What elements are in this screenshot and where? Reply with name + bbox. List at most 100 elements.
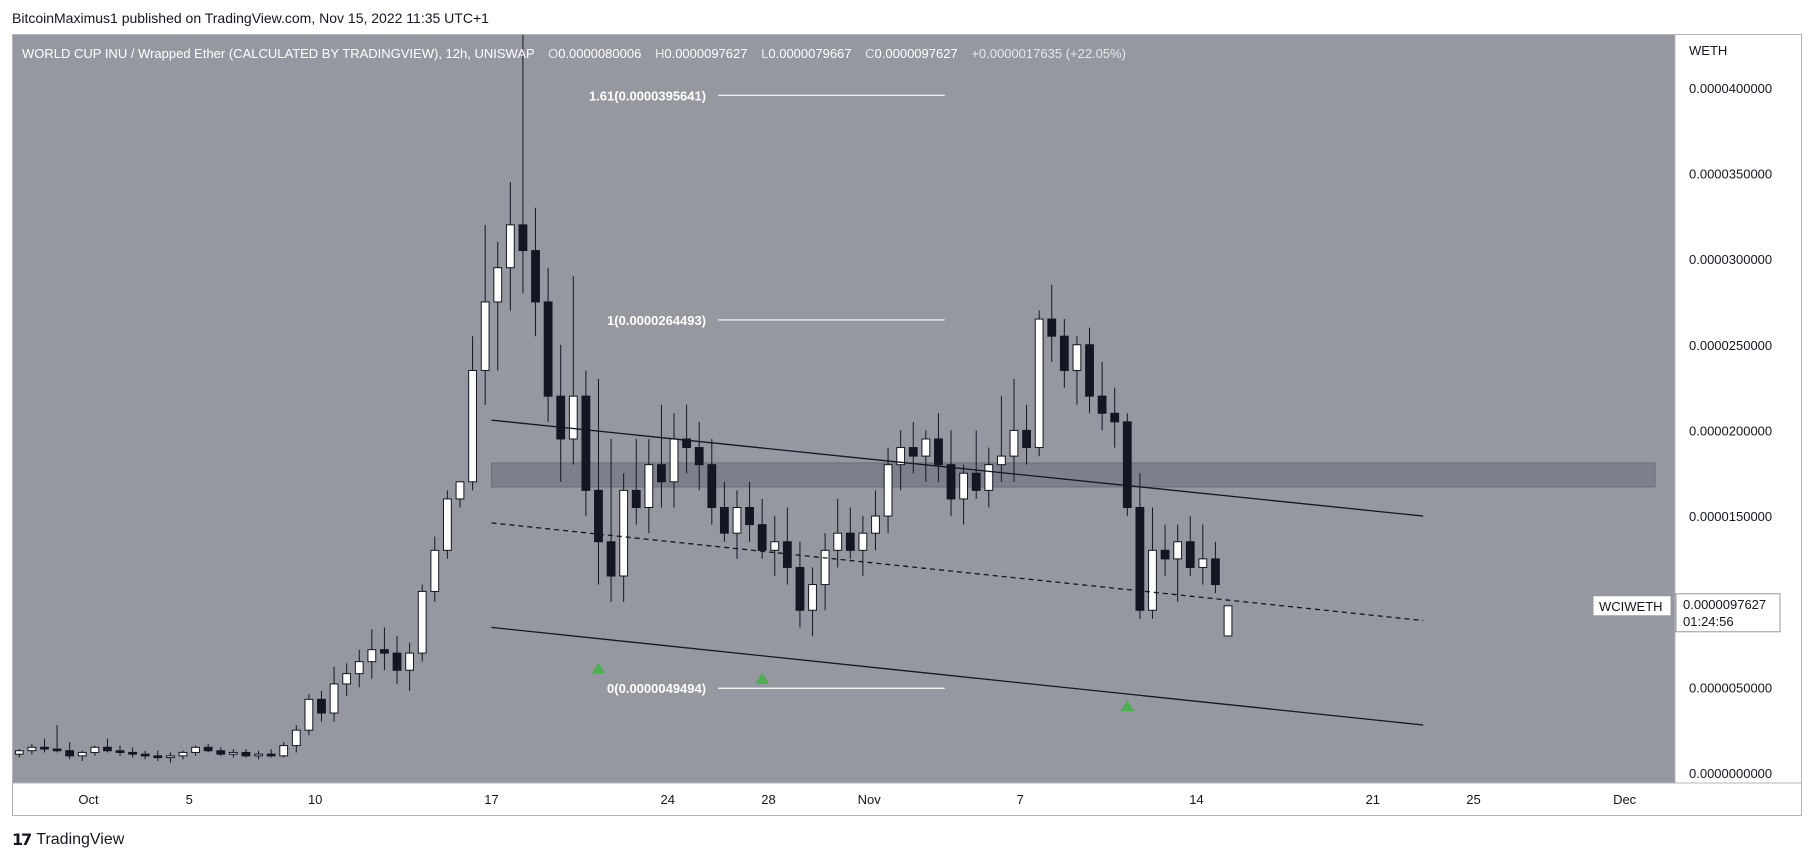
attribution-text: BitcoinMaximus1 published on TradingView…	[12, 10, 489, 26]
candle	[908, 421, 918, 474]
candle-body	[619, 489, 629, 577]
legend-high-value: 0.0000097627	[664, 46, 748, 61]
candle	[1211, 541, 1220, 594]
resistance-zone-layer	[490, 462, 1656, 488]
candle	[405, 642, 415, 691]
candle-body	[1097, 395, 1107, 414]
time-tick-label: 17	[484, 792, 498, 807]
candle-body	[845, 532, 855, 551]
candle	[1022, 404, 1031, 465]
candle	[153, 750, 163, 762]
candle	[40, 738, 49, 753]
candle-body	[757, 524, 767, 551]
candle-body	[27, 746, 37, 752]
candle-body	[1047, 318, 1057, 337]
candle-body	[1211, 558, 1220, 586]
candle	[1034, 310, 1044, 457]
channel-lines-layer	[491, 419, 1424, 726]
candle-body	[1034, 318, 1044, 449]
candle	[594, 379, 603, 585]
candle-body	[203, 746, 213, 752]
candle-body	[493, 267, 503, 303]
price-tick-label: 0.0000000000	[1689, 766, 1772, 781]
candle	[505, 182, 515, 311]
candle-body	[329, 683, 339, 714]
candle-body	[405, 652, 415, 671]
candle	[996, 396, 1006, 482]
candle-body	[568, 395, 578, 440]
candle-body	[165, 755, 175, 759]
candle	[52, 725, 62, 753]
candle	[707, 438, 717, 525]
candle	[732, 490, 742, 559]
candle-body	[77, 751, 87, 757]
candle	[984, 447, 994, 508]
candle	[1072, 336, 1082, 405]
candle-body	[770, 541, 780, 551]
candle	[266, 749, 276, 758]
candle	[1009, 379, 1019, 482]
price-tick-label: 0.0000050000	[1689, 680, 1772, 695]
candle-body	[380, 649, 389, 654]
price-chart[interactable]: 1.61(0.0000395641) 1(0.0000264493) 0(0.000…	[13, 35, 1801, 815]
candle-body	[871, 515, 880, 534]
candle	[228, 749, 238, 758]
candle	[115, 745, 125, 756]
candle	[329, 666, 339, 722]
candle	[178, 750, 188, 760]
candle-body	[657, 464, 666, 483]
candle	[128, 747, 138, 758]
time-axis: Oct 5 10 17 24 28 Nov 7 14 21 25 Dec	[78, 792, 1636, 807]
candle-body	[556, 395, 566, 440]
candles-layer	[14, 35, 1233, 763]
candle	[871, 490, 880, 551]
candle-body	[178, 751, 188, 757]
price-tick-label: 0.0000300000	[1689, 252, 1772, 267]
candle	[682, 404, 692, 474]
candle	[1160, 524, 1170, 577]
candle	[380, 627, 389, 671]
candle	[1198, 524, 1208, 585]
candle-body	[908, 447, 918, 457]
candle-body	[40, 746, 49, 750]
candle	[921, 430, 931, 482]
candle-body	[1059, 335, 1069, 371]
symbol-tag: WCIWETH	[1599, 599, 1663, 614]
plot-background	[13, 35, 1675, 783]
tradingview-logo[interactable]: 17 TradingView	[12, 830, 124, 849]
candle	[103, 738, 112, 753]
legend-open-value: 0.0000080006	[558, 46, 642, 61]
candle-body	[682, 438, 692, 449]
candle-body	[291, 729, 301, 747]
candle-body	[191, 746, 200, 753]
candle	[254, 750, 263, 760]
candle	[304, 694, 314, 736]
candle-body	[417, 590, 427, 654]
candle	[1223, 605, 1233, 637]
candle-body	[153, 755, 163, 759]
candle	[770, 516, 780, 577]
candle	[883, 447, 893, 534]
price-tag-value: 0.0000097627	[1683, 597, 1766, 612]
candle	[1085, 327, 1094, 414]
candle	[77, 750, 87, 762]
countdown-timer: 01:24:56	[1683, 614, 1734, 629]
legend-low-value: 0.0000079667	[768, 46, 852, 61]
legend-high-label: H	[654, 46, 665, 61]
legend-close-label: C	[865, 46, 875, 61]
support-marker-icon	[1120, 700, 1135, 712]
candle	[1047, 284, 1057, 362]
candle-body	[719, 506, 729, 534]
tradingview-logo-icon: 17	[12, 830, 32, 849]
candle	[90, 745, 100, 756]
candle	[165, 752, 175, 763]
candle-body	[669, 438, 679, 483]
candle-body	[254, 753, 263, 757]
candle	[531, 207, 540, 337]
candle-body	[342, 673, 352, 685]
candle	[317, 690, 326, 722]
candle-body	[480, 301, 490, 371]
candle-body	[531, 250, 540, 303]
candle-body	[1085, 344, 1094, 397]
currency-label: WETH	[1689, 43, 1727, 58]
